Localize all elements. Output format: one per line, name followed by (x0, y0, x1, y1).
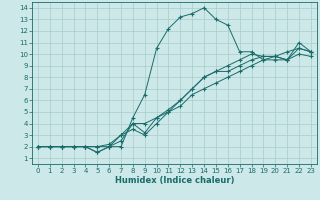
X-axis label: Humidex (Indice chaleur): Humidex (Indice chaleur) (115, 176, 234, 185)
